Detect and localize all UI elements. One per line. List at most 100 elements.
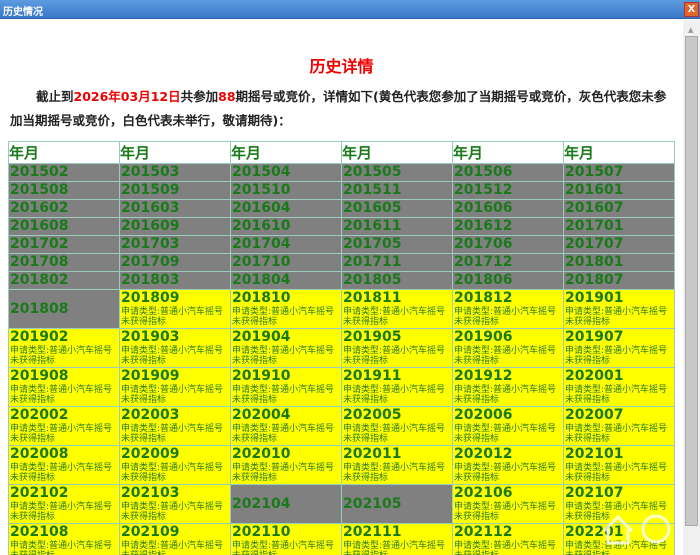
result-note: 申请类型:普通小汽车摇号: [10, 385, 113, 395]
scrollbar-thumb[interactable]: [685, 36, 698, 526]
period-cell-not-participated: 201804: [230, 271, 342, 290]
period-label: 201607: [565, 200, 624, 216]
period-label: 201709: [121, 254, 180, 270]
period-label: 201504: [232, 164, 291, 180]
period-cell-participated: 202002 申请类型:普通小汽车摇号 未获得指标: [8, 406, 120, 446]
intro-text: 截止到2026年03月12日共参加88期摇号或竞价，详情如下(黄色代表您参加了当…: [8, 85, 675, 133]
result-note: 申请类型:普通小汽车摇号: [10, 424, 113, 434]
period-cell-not-participated: 201801: [563, 253, 675, 272]
result-note: 申请类型:普通小汽车摇号: [454, 541, 557, 551]
period-cell-participated: 202003 申请类型:普通小汽车摇号 未获得指标: [119, 406, 231, 446]
period-cell-participated: 202005 申请类型:普通小汽车摇号 未获得指标: [341, 406, 453, 446]
column-header: 年月: [341, 141, 453, 164]
period-cell-participated: 201811 申请类型:普通小汽车摇号 未获得指标: [341, 289, 453, 329]
period-cell-not-participated: 201701: [563, 217, 675, 236]
period-label: 202109: [121, 524, 180, 540]
period-label: 202003: [121, 407, 180, 423]
period-label: 201706: [454, 236, 513, 252]
period-cell-not-participated: 201808: [8, 289, 120, 329]
period-label: 202001: [565, 368, 624, 384]
period-label: 201805: [343, 272, 402, 288]
period-label: 202111: [343, 524, 402, 540]
period-cell-not-participated: 201712: [452, 253, 564, 272]
period-cell-participated: 202107 申请类型:普通小汽车摇号 未获得指标: [563, 484, 675, 524]
table-row: 201508 201509 201510 201511 201512 201601: [8, 181, 675, 200]
result-note: 未获得指标: [232, 356, 278, 366]
result-note: 申请类型:普通小汽车摇号: [10, 346, 113, 356]
result-note: 未获得指标: [232, 473, 278, 483]
result-note: 未获得指标: [565, 473, 611, 483]
period-label: 201707: [565, 236, 624, 252]
period-label: 201907: [565, 329, 624, 345]
result-note: 申请类型:普通小汽车摇号: [121, 463, 224, 473]
period-cell-not-participated: 201604: [230, 199, 342, 218]
period-label: 202101: [565, 446, 624, 462]
result-note: 未获得指标: [565, 551, 673, 555]
period-label: 201603: [121, 200, 180, 216]
period-cell-not-participated: 201803: [119, 271, 231, 290]
column-header: 年月: [563, 141, 675, 164]
period-cell-participated: 202103 申请类型:普通小汽车摇号 未获得指标: [119, 484, 231, 524]
column-header: 年月: [119, 141, 231, 164]
period-label: 201803: [121, 272, 180, 288]
result-note: 申请类型:普通小汽车摇号: [343, 307, 446, 317]
period-cell-not-participated: 201806: [452, 271, 564, 290]
result-note: 未获得指标: [121, 395, 167, 405]
result-note: 申请类型:普通小汽车摇号: [343, 424, 446, 434]
intro-mid: 共参加: [180, 89, 219, 104]
table-row: 201908 申请类型:普通小汽车摇号 未获得指标 201909 申请类型:普通小汽车摇…: [8, 367, 675, 407]
period-cell-participated: 202010 申请类型:普通小汽车摇号 未获得指标: [230, 445, 342, 485]
period-cell-participated: 201809 申请类型:普通小汽车摇号 未获得指标: [119, 289, 231, 329]
period-cell-participated: 202106 申请类型:普通小汽车摇号 未获得指标: [452, 484, 564, 524]
period-cell-not-participated: 202104: [230, 484, 342, 524]
period-cell-not-participated: 201609: [119, 217, 231, 236]
period-label: 202012: [454, 446, 513, 462]
result-note: 未获得指标: [565, 512, 611, 522]
result-note: 申请类型:普通小汽车摇号: [343, 346, 446, 356]
period-label: 201510: [232, 182, 291, 198]
period-label: 201703: [121, 236, 180, 252]
close-button[interactable]: X: [684, 2, 699, 17]
result-note: 申请类型:普通小汽车摇号: [121, 502, 224, 512]
period-label: 201704: [232, 236, 291, 252]
period-label: 201901: [565, 290, 624, 306]
period-cell-not-participated: 201805: [341, 271, 453, 290]
period-label: 201507: [565, 164, 624, 180]
result-note: 未获得指标: [565, 434, 611, 444]
period-cell-participated: 202007 申请类型:普通小汽车摇号 未获得指标: [563, 406, 675, 446]
result-note: 未获得指标: [10, 551, 118, 555]
table-row: 201802 201803 201804 201805 201806 201807: [8, 271, 675, 290]
period-label: 201512: [454, 182, 513, 198]
period-cell-participated: 202009 申请类型:普通小汽车摇号 未获得指标: [119, 445, 231, 485]
table-row: 202002 申请类型:普通小汽车摇号 未获得指标 202003 申请类型:普通小汽车摇…: [8, 406, 675, 446]
table-row: 201502 201503 201504 201505 201506 201507: [8, 163, 675, 182]
result-note: 申请类型:普通小汽车摇号: [121, 346, 224, 356]
period-cell-not-participated: 201510: [230, 181, 342, 200]
scroll-up-icon[interactable]: ▲: [688, 26, 694, 34]
result-note: 未获得指标: [454, 473, 500, 483]
result-note: 申请类型:普通小汽车摇号: [343, 541, 446, 551]
period-cell-not-participated: 201612: [452, 217, 564, 236]
table-row: 201708 201709 201710 201711 201712 201801: [8, 253, 675, 272]
period-label: 201909: [121, 368, 180, 384]
result-note: 未获得指标: [121, 434, 167, 444]
result-note: 申请类型:普通小汽车摇号: [454, 502, 557, 512]
table-row: 201602 201603 201604 201605 201606 201607: [8, 199, 675, 218]
table-row: 201608 201609 201610 201611 201612 201701: [8, 217, 675, 236]
result-note: 申请类型:普通小汽车摇号: [232, 307, 335, 317]
period-label: 201602: [10, 200, 69, 216]
period-label: 201509: [121, 182, 180, 198]
period-cell-not-participated: 201705: [341, 235, 453, 254]
period-label: 201808: [10, 300, 69, 317]
period-cell-not-participated: 201502: [8, 163, 120, 182]
result-note: 未获得指标: [232, 551, 340, 555]
result-note: 未获得指标: [121, 551, 229, 555]
vertical-scrollbar[interactable]: ▲: [683, 20, 700, 555]
period-label: 201908: [10, 368, 69, 384]
result-note: 未获得指标: [10, 434, 56, 444]
result-note: 申请类型:普通小汽车摇号: [232, 385, 335, 395]
column-header: 年月: [230, 141, 342, 164]
period-label: 201702: [10, 236, 69, 252]
